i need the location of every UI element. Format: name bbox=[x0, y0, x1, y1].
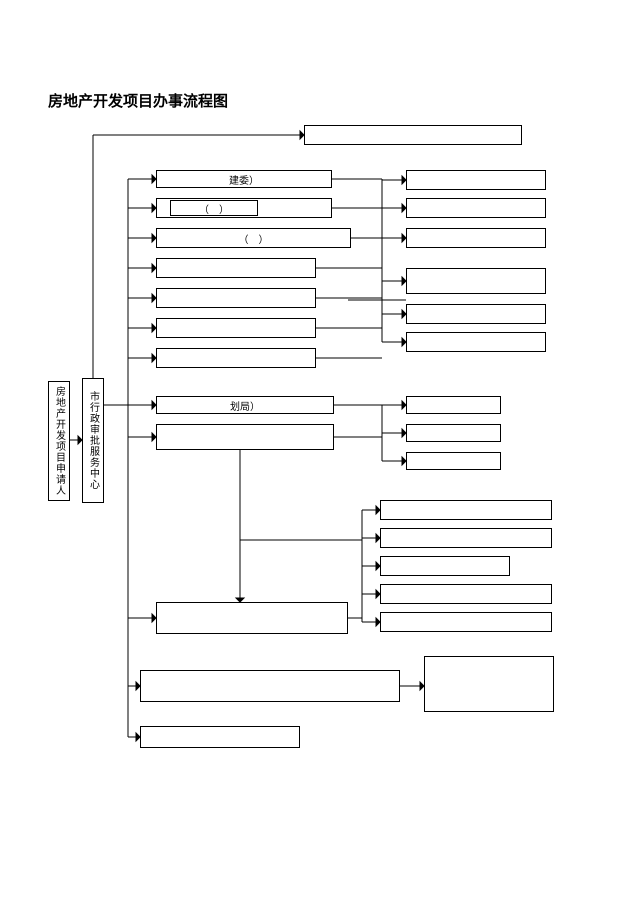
node-r10 bbox=[380, 500, 552, 520]
node-r13 bbox=[380, 584, 552, 604]
node-applicant: 房地产开发项目申请人 bbox=[48, 381, 70, 501]
node-r8 bbox=[406, 424, 501, 442]
node-r12 bbox=[380, 556, 510, 576]
flowchart-canvas: 房地产开发项目办事流程图房地产开发项目申请人市行政审批服务中心 建委） （ ） （ ）… bbox=[0, 0, 640, 905]
node-m6 bbox=[156, 318, 316, 338]
node-m7 bbox=[156, 348, 316, 368]
node-m2inner: （ ） bbox=[170, 200, 258, 216]
node-r14 bbox=[380, 612, 552, 632]
node-r2 bbox=[406, 198, 546, 218]
node-r7 bbox=[406, 396, 501, 414]
node-m8: 划局） bbox=[156, 396, 334, 414]
node-r3 bbox=[406, 228, 546, 248]
node-m3: （ ） bbox=[156, 228, 351, 248]
node-m5 bbox=[156, 288, 316, 308]
node-r1 bbox=[406, 170, 546, 190]
node-m9 bbox=[156, 424, 334, 450]
node-m1: 建委） bbox=[156, 170, 332, 188]
node-r9 bbox=[406, 452, 501, 470]
node-m10 bbox=[156, 602, 348, 634]
node-r5 bbox=[406, 304, 546, 324]
node-center: 市行政审批服务中心 bbox=[82, 378, 104, 503]
node-m4 bbox=[156, 258, 316, 278]
node-m11 bbox=[140, 670, 400, 702]
node-r11 bbox=[380, 528, 552, 548]
node-r6 bbox=[406, 332, 546, 352]
node-r4 bbox=[406, 268, 546, 294]
node-top1 bbox=[304, 125, 522, 145]
page-title: 房地产开发项目办事流程图 bbox=[48, 90, 228, 111]
node-r15 bbox=[424, 656, 554, 712]
node-m12 bbox=[140, 726, 300, 748]
